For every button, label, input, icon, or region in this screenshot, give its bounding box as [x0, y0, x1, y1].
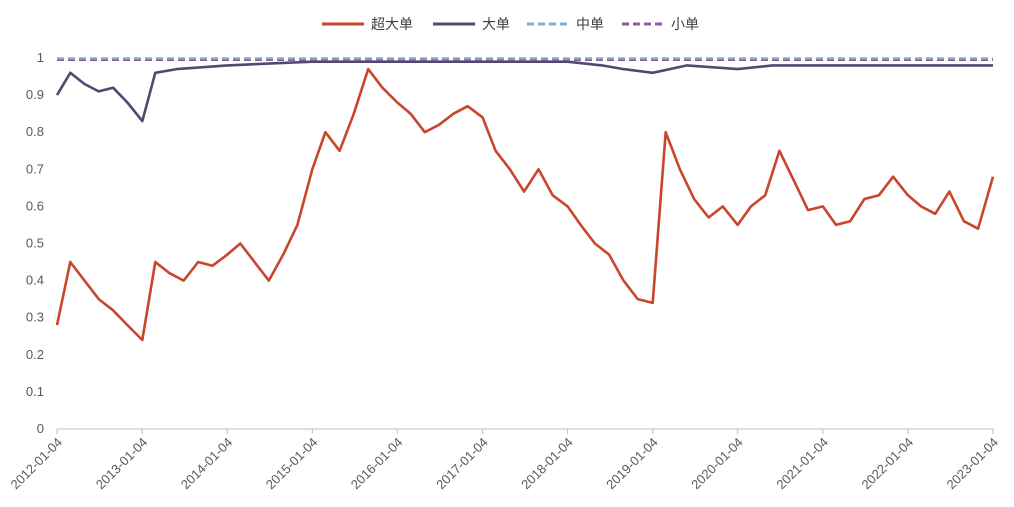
legend: 超大单 大单 中单 小单 [322, 16, 699, 32]
y-tick-label: 1 [37, 50, 44, 65]
legend-label: 大单 [482, 16, 510, 32]
x-axis: 2012-01-04 2013-01-04 2014-01-04 2015-01-04… [7, 428, 1001, 493]
y-tick-label: 0.1 [26, 384, 44, 399]
x-tick-label: 2016-01-04 [348, 435, 406, 493]
legend-label: 中单 [576, 16, 604, 32]
y-axis: 0 0.1 0.2 0.3 0.4 0.5 0.6 0.7 0.8 0.9 1 [26, 50, 44, 436]
x-tick-label: 2012-01-04 [7, 435, 65, 493]
x-tick-label: 2019-01-04 [603, 435, 661, 493]
x-tick-label: 2018-01-04 [518, 435, 576, 493]
y-tick-label: 0.2 [26, 347, 44, 362]
y-tick-label: 0.7 [26, 161, 44, 176]
x-tick-label: 2013-01-04 [93, 435, 151, 493]
plot-area [55, 57, 995, 342]
y-tick-label: 0.9 [26, 87, 44, 102]
series-line-2 [55, 60, 993, 123]
x-tick-label: 2021-01-04 [773, 435, 831, 493]
legend-label: 超大单 [371, 16, 413, 32]
y-tick-label: 0.4 [26, 273, 44, 288]
legend-label: 小单 [671, 16, 699, 32]
y-tick-label: 0 [37, 421, 44, 436]
y-tick-label: 0.3 [26, 310, 44, 325]
x-tick-label: 2017-01-04 [433, 435, 491, 493]
x-tick-label: 2014-01-04 [178, 435, 236, 493]
y-tick-label: 0.8 [26, 124, 44, 139]
x-tick-label: 2022-01-04 [858, 435, 916, 493]
x-tick-label: 2023-01-04 [943, 435, 1001, 493]
y-tick-label: 0.6 [26, 198, 44, 213]
y-tick-label: 0.5 [26, 236, 44, 251]
x-tick-label: 2020-01-04 [688, 435, 746, 493]
x-tick-label: 2015-01-04 [263, 435, 321, 493]
series-line-1 [55, 67, 995, 342]
